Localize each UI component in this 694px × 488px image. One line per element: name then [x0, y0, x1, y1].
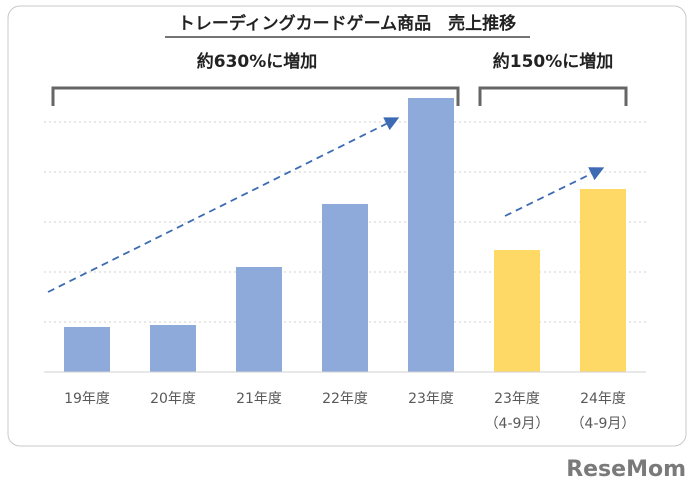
trend-arrow [47, 117, 400, 293]
x-tick-label: 19年度 [64, 391, 110, 407]
bar [408, 98, 454, 372]
x-tick-label: 23年度 [494, 391, 540, 407]
annotation: 約150%に増加 [493, 51, 614, 72]
bar [322, 204, 368, 372]
chart-title: トレーディングカードゲーム商品 売上推移 [178, 13, 516, 34]
bracket [51, 86, 460, 106]
bar [236, 267, 282, 372]
trend-arrow [504, 167, 605, 217]
x-tick-label: 24年度 [580, 391, 626, 407]
bar [494, 250, 540, 372]
x-tick-label: （4-9月） [485, 416, 550, 432]
x-tick-label: 21年度 [236, 391, 282, 407]
bar [150, 325, 196, 372]
x-tick-label: 20年度 [150, 391, 196, 407]
bracket [478, 86, 628, 106]
watermark: ReseMom [566, 457, 686, 482]
x-tick-label: 22年度 [322, 391, 368, 407]
x-tick-label: 23年度 [408, 391, 454, 407]
bar [580, 189, 626, 372]
x-tick-label: （4-9月） [571, 416, 636, 432]
bar [64, 327, 110, 372]
annotation: 約630%に増加 [197, 51, 318, 72]
